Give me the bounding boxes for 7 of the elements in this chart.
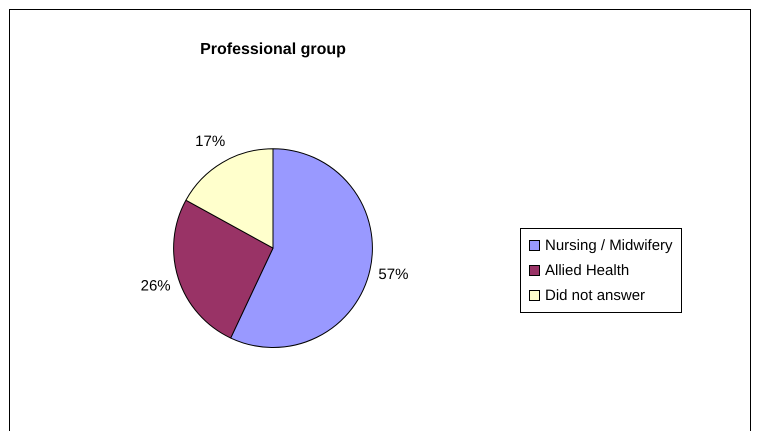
legend-label: Did not answer xyxy=(545,287,646,304)
legend-label: Nursing / Midwifery xyxy=(545,237,673,254)
data-label: 17% xyxy=(195,133,226,150)
data-label: 26% xyxy=(140,277,171,294)
legend-label: Allied Health xyxy=(545,262,630,279)
chart-title: Professional group xyxy=(200,41,346,58)
data-label: 57% xyxy=(378,266,408,284)
